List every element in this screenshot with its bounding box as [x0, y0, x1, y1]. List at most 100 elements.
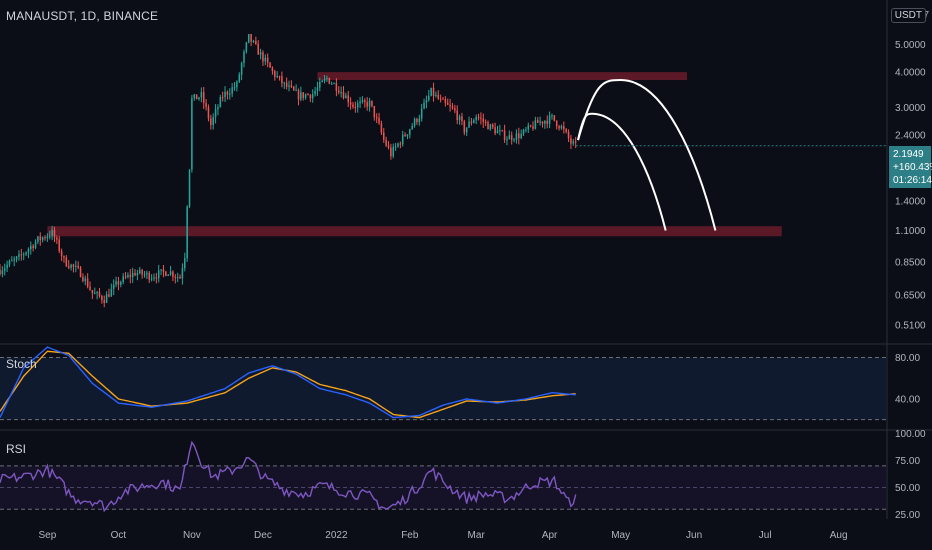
candle-body	[141, 269, 143, 275]
candle-body	[337, 90, 340, 93]
candle-body	[93, 293, 96, 295]
currency-badge[interactable]: USDT	[890, 8, 926, 23]
candle-body	[134, 272, 136, 276]
candle-body	[323, 78, 326, 81]
candle-body	[394, 146, 397, 148]
candle-body	[259, 52, 262, 55]
y-tick-label: 0.6500	[895, 291, 926, 302]
candle-body	[368, 100, 371, 107]
candle-body	[150, 278, 153, 280]
candle-body	[444, 99, 447, 103]
candle-body	[475, 117, 477, 121]
candle-body	[316, 87, 319, 92]
candle-body	[271, 67, 274, 72]
candle-body	[349, 102, 352, 105]
candle-body	[77, 265, 79, 268]
candle-body	[572, 141, 575, 144]
candle-body	[91, 289, 94, 294]
candle-body	[41, 237, 44, 240]
candle-body	[240, 63, 243, 75]
candle-body	[553, 115, 556, 121]
candle-body	[231, 87, 233, 94]
x-tick-label: Dec	[254, 530, 272, 541]
y-tick-label: 5.0000	[895, 40, 926, 51]
candle-body	[482, 118, 485, 122]
candle-body	[155, 277, 158, 279]
candle-body	[274, 71, 276, 77]
last-price: 2.1949	[893, 149, 924, 160]
candle-body	[574, 141, 577, 143]
stoch-pane-label[interactable]: Stoch	[6, 357, 37, 371]
x-tick-label: Aug	[830, 530, 848, 541]
candle-body	[56, 237, 58, 240]
candle-body	[418, 118, 421, 123]
symbol-title: MANAUSDT, 1D, BINANCE	[6, 9, 159, 23]
candle-body	[359, 101, 361, 104]
candle-body	[297, 90, 300, 100]
candle-body	[548, 115, 551, 124]
x-tick-label: Mar	[468, 530, 486, 541]
candle-body	[226, 91, 229, 95]
candle-body	[278, 76, 281, 78]
candle-body	[27, 249, 30, 253]
candle-body	[1, 270, 4, 275]
candle-body	[165, 271, 167, 276]
candle-body	[236, 81, 238, 88]
candle-body	[302, 92, 304, 98]
candle-body	[307, 94, 309, 96]
candle-body	[366, 102, 368, 107]
candle-body	[456, 110, 458, 121]
candle-body	[6, 264, 8, 269]
candle-body	[527, 125, 530, 130]
candle-body	[342, 92, 345, 99]
candle-body	[536, 120, 539, 123]
candle-body	[420, 108, 423, 119]
candle-body	[25, 252, 27, 255]
candle-body	[169, 271, 172, 275]
candle-body	[328, 78, 331, 84]
candle-body	[266, 57, 269, 63]
rsi-pane-label[interactable]: RSI	[6, 442, 27, 456]
candle-body	[565, 129, 567, 132]
candle-body	[250, 34, 252, 42]
x-tick-label: Jun	[686, 530, 702, 541]
candle-body	[210, 118, 212, 126]
candle-body	[15, 256, 18, 260]
candle-body	[468, 121, 470, 128]
y-tick-label: 2.4000	[895, 130, 926, 141]
candle-body	[8, 260, 11, 265]
candle-body	[385, 139, 387, 146]
candle-body	[522, 129, 525, 134]
candle-body	[411, 125, 413, 130]
candle-body	[20, 254, 23, 256]
candle-body	[347, 95, 350, 103]
candle-body	[489, 124, 492, 130]
x-tick-label: Feb	[401, 530, 419, 541]
candle-body	[416, 118, 418, 123]
candle-body	[330, 83, 333, 85]
candle-body	[437, 94, 440, 99]
candle-body	[181, 268, 184, 279]
candle-body	[449, 104, 451, 107]
candle-body	[345, 95, 347, 99]
candle-body	[30, 245, 32, 250]
candle-body	[432, 87, 435, 97]
candle-body	[75, 265, 77, 267]
candle-body	[461, 116, 463, 122]
candle-body	[354, 106, 357, 108]
y-tick-label: 1.4000	[895, 196, 926, 207]
y-tick-label: 1.1000	[895, 226, 926, 237]
rsi-tick-label: 75.00	[895, 456, 920, 467]
candle-body	[131, 272, 134, 278]
candle-body	[120, 281, 122, 285]
rsi-line	[0, 440, 577, 513]
candle-body	[300, 92, 302, 100]
candle-body	[390, 147, 392, 157]
candle-body	[288, 85, 290, 87]
candle-body	[48, 236, 51, 238]
candle-body	[72, 264, 75, 267]
candle-body	[428, 95, 430, 100]
candle-body	[442, 98, 444, 100]
candle-body	[335, 83, 338, 91]
